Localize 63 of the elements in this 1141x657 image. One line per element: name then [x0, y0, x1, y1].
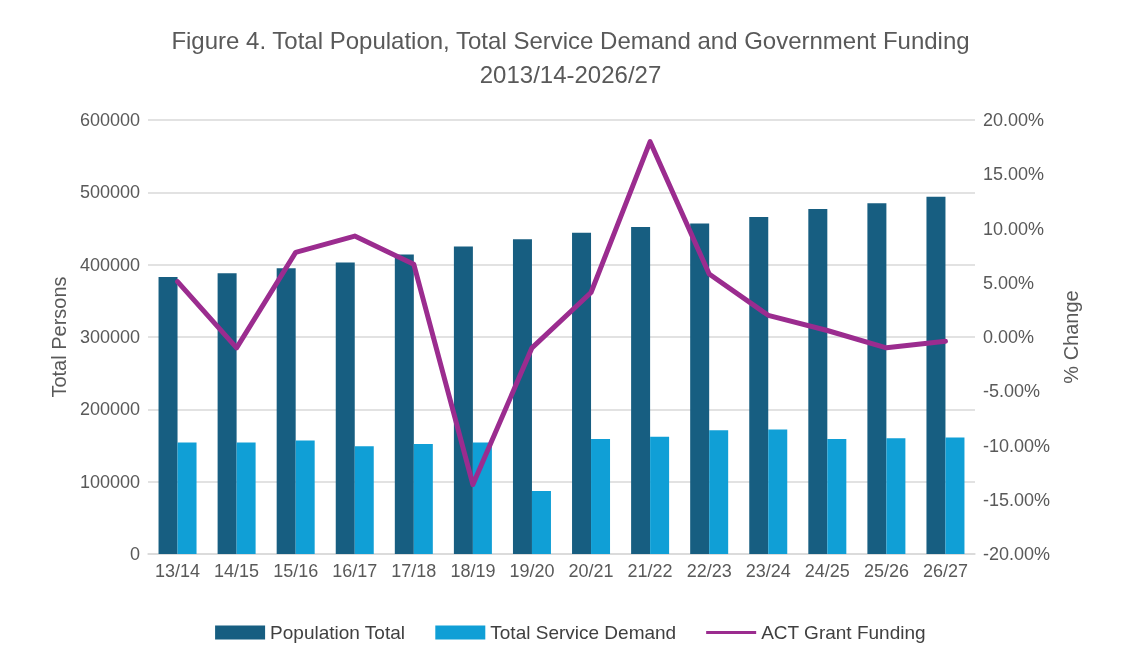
- bar: [158, 276, 178, 554]
- y2-tick-label: 20.00%: [983, 110, 1045, 130]
- y2-tick-label: -10.00%: [983, 435, 1051, 456]
- x-tick-label: 21/22: [627, 561, 673, 581]
- x-tick-label: 18/19: [450, 561, 496, 581]
- bar: [354, 446, 374, 554]
- y2-tick-label: 5.00%: [983, 272, 1035, 293]
- legend-label: Population Total: [270, 622, 405, 643]
- y-tick-label: 300000: [79, 327, 140, 347]
- y2-tick-label: -20.00%: [983, 544, 1051, 564]
- bar: [335, 262, 355, 554]
- y-tick-label: 0: [129, 544, 140, 564]
- y2-tick-label: 15.00%: [983, 164, 1045, 185]
- bar: [690, 223, 710, 554]
- bar: [631, 227, 651, 554]
- bar: [827, 438, 847, 554]
- bar: [749, 216, 769, 554]
- bar: [886, 438, 906, 554]
- bar: [512, 239, 532, 554]
- x-tick-label: 23/24: [745, 561, 791, 581]
- x-tick-label: 16/17: [332, 561, 378, 581]
- x-tick-label: 19/20: [509, 561, 555, 581]
- bar: [709, 430, 729, 554]
- x-tick-label: 15/16: [273, 561, 319, 581]
- bar: [926, 196, 946, 554]
- y-tick-label: 200000: [79, 399, 140, 420]
- legend-label: ACT Grant Funding: [761, 622, 926, 643]
- x-tick-label: 26/27: [922, 561, 968, 581]
- bar: [236, 442, 256, 554]
- bar: [591, 438, 611, 554]
- y2-tick-label: 10.00%: [983, 218, 1045, 239]
- y-tick-label: 100000: [79, 471, 140, 492]
- y2-tick-label: -5.00%: [983, 381, 1041, 402]
- bar: [217, 273, 237, 554]
- bar: [276, 268, 296, 554]
- bar: [295, 440, 315, 554]
- y-axis-title: Total Persons: [48, 276, 71, 398]
- y2-axis-title: % Change: [1059, 290, 1082, 384]
- y2-tick-label: 0.00%: [983, 327, 1035, 347]
- x-tick-label: 17/18: [391, 561, 437, 581]
- bar: [867, 203, 887, 554]
- bar: [945, 437, 965, 554]
- x-tick-label: 14/15: [214, 561, 260, 581]
- y-tick-label: 600000: [79, 110, 140, 130]
- bar: [572, 232, 592, 554]
- bar: [531, 491, 551, 554]
- x-tick-label: 13/14: [155, 561, 201, 581]
- bar: [453, 246, 473, 554]
- x-tick-label: 20/21: [568, 561, 614, 581]
- x-tick-label: 24/25: [804, 561, 850, 581]
- x-tick-label: 25/26: [863, 561, 909, 581]
- y-tick-label: 400000: [79, 254, 140, 275]
- bar: [768, 429, 788, 554]
- bar: [394, 254, 414, 554]
- bar: [650, 436, 670, 554]
- bar: [177, 442, 197, 554]
- chart-title: Figure 4. Total Population, Total Service Demand and Government Funding 2013/14-2026/27: [171, 26, 970, 88]
- legend-label: Total Service Demand: [490, 622, 677, 643]
- x-tick-label: 22/23: [686, 561, 732, 581]
- bar: [413, 444, 433, 554]
- bar: [808, 208, 828, 554]
- y-tick-label: 500000: [79, 182, 140, 203]
- y2-tick-label: -15.00%: [983, 489, 1051, 510]
